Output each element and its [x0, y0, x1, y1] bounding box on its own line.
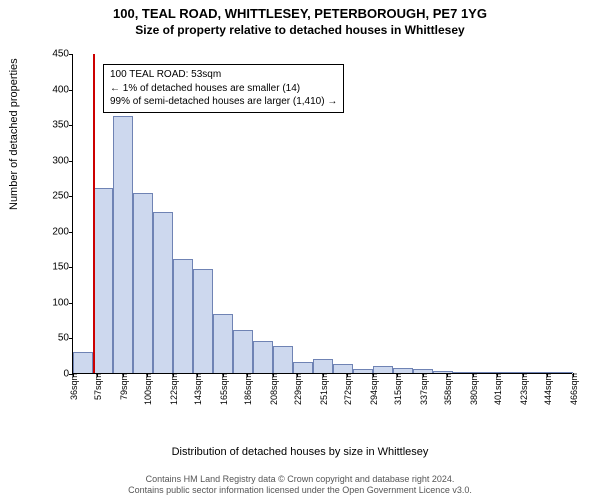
histogram-bar — [553, 372, 573, 373]
y-tick-mark — [69, 196, 73, 197]
x-tick-label: 294sqm — [369, 373, 379, 405]
x-tick-label: 315sqm — [393, 373, 403, 405]
histogram-bar — [153, 212, 173, 373]
x-tick-label: 401sqm — [493, 373, 503, 405]
x-tick-label: 122sqm — [169, 373, 179, 405]
y-tick-label: 50 — [43, 333, 69, 344]
x-tick-label: 79sqm — [119, 373, 129, 400]
marker-line — [93, 54, 95, 373]
x-tick-label: 229sqm — [293, 373, 303, 405]
x-axis-label: Distribution of detached houses by size … — [0, 446, 600, 458]
title-line2: Size of property relative to detached ho… — [0, 23, 600, 37]
y-tick-mark — [69, 90, 73, 91]
chart: 05010015020025030035040045036sqm57sqm79s… — [48, 46, 578, 416]
histogram-bar — [93, 188, 113, 373]
y-tick-label: 250 — [43, 191, 69, 202]
info-line1: 100 TEAL ROAD: 53sqm — [110, 68, 337, 82]
info-line3: 99% of semi-detached houses are larger (… — [110, 95, 337, 109]
histogram-bar — [273, 346, 293, 373]
x-tick-label: 272sqm — [343, 373, 353, 405]
x-tick-label: 143sqm — [193, 373, 203, 405]
x-tick-label: 57sqm — [93, 373, 103, 400]
y-tick-mark — [69, 338, 73, 339]
histogram-bar — [73, 352, 93, 373]
histogram-bar — [433, 371, 453, 373]
y-tick-label: 0 — [43, 369, 69, 380]
x-tick-label: 36sqm — [69, 373, 79, 400]
histogram-bar — [113, 116, 133, 373]
histogram-bar — [193, 269, 213, 373]
x-tick-label: 358sqm — [443, 373, 453, 405]
y-tick-mark — [69, 54, 73, 55]
plot-area: 05010015020025030035040045036sqm57sqm79s… — [72, 54, 572, 374]
histogram-bar — [513, 372, 533, 373]
histogram-bar — [353, 369, 373, 373]
footer-line2: Contains public sector information licen… — [0, 485, 600, 496]
x-tick-label: 251sqm — [319, 373, 329, 405]
histogram-bar — [133, 193, 153, 373]
y-tick-mark — [69, 161, 73, 162]
info-box: 100 TEAL ROAD: 53sqm ← 1% of detached ho… — [103, 64, 344, 113]
histogram-bar — [293, 362, 313, 373]
histogram-bar — [413, 369, 433, 373]
histogram-bar — [333, 364, 353, 373]
title-line1: 100, TEAL ROAD, WHITTLESEY, PETERBOROUGH… — [0, 6, 600, 21]
y-tick-label: 350 — [43, 120, 69, 131]
y-tick-label: 300 — [43, 155, 69, 166]
x-tick-label: 466sqm — [569, 373, 579, 405]
x-tick-label: 444sqm — [543, 373, 553, 405]
y-tick-mark — [69, 232, 73, 233]
x-tick-label: 100sqm — [143, 373, 153, 405]
y-tick-mark — [69, 267, 73, 268]
histogram-bar — [233, 330, 253, 373]
histogram-bar — [313, 359, 333, 373]
y-tick-label: 150 — [43, 262, 69, 273]
y-axis-label: Number of detached properties — [8, 58, 20, 210]
histogram-bar — [493, 372, 513, 373]
x-tick-label: 380sqm — [469, 373, 479, 405]
histogram-bar — [533, 372, 553, 373]
histogram-bar — [393, 368, 413, 373]
histogram-bar — [453, 372, 473, 373]
y-tick-mark — [69, 303, 73, 304]
histogram-bar — [373, 366, 393, 373]
y-tick-label: 400 — [43, 84, 69, 95]
info-line2: ← 1% of detached houses are smaller (14) — [110, 82, 337, 96]
x-tick-label: 423sqm — [519, 373, 529, 405]
footer-line1: Contains HM Land Registry data © Crown c… — [0, 474, 600, 485]
histogram-bar — [213, 314, 233, 373]
x-tick-label: 208sqm — [269, 373, 279, 405]
y-tick-label: 200 — [43, 226, 69, 237]
x-tick-label: 337sqm — [419, 373, 429, 405]
y-tick-mark — [69, 125, 73, 126]
y-tick-label: 450 — [43, 49, 69, 60]
title-block: 100, TEAL ROAD, WHITTLESEY, PETERBOROUGH… — [0, 0, 600, 37]
y-tick-label: 100 — [43, 297, 69, 308]
histogram-bar — [473, 372, 493, 373]
histogram-bar — [253, 341, 273, 373]
footer: Contains HM Land Registry data © Crown c… — [0, 474, 600, 497]
histogram-bar — [173, 259, 193, 373]
x-tick-label: 165sqm — [219, 373, 229, 405]
x-tick-label: 186sqm — [243, 373, 253, 405]
